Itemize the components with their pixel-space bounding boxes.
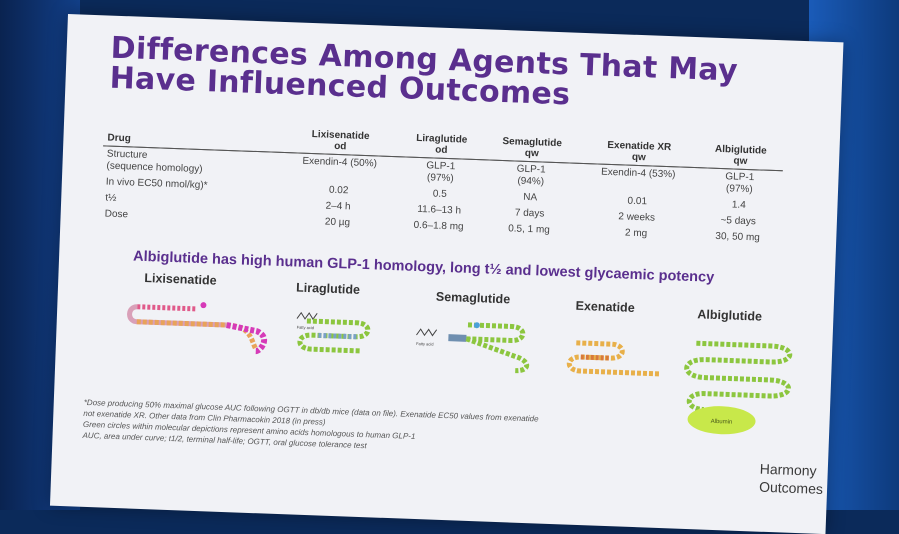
fatty-acid-label-semaglutide: Fatty acid — [416, 341, 434, 347]
albiglutide-molecule: Albumin — [684, 340, 793, 435]
brand-line-2: Outcomes — [758, 478, 824, 497]
albumin-shape — [687, 406, 756, 435]
albumin-label: Albumin — [711, 419, 733, 426]
harmony-outcomes-brand: Harmony Outcomes79 — [759, 460, 837, 502]
presentation-slide: Differences Among Agents That May Have I… — [49, 14, 844, 534]
fatty-acid-label-liraglutide: Fatty acid — [297, 325, 315, 331]
lixisenatide-molecule — [127, 302, 268, 355]
semaglutide-molecule: Fatty acid — [416, 322, 530, 374]
exenatide-molecule — [566, 340, 661, 377]
liraglutide-molecule: Fatty acid — [296, 311, 371, 354]
molecular-depictions: Fatty acid Fatty acid Albumin — [127, 302, 793, 435]
